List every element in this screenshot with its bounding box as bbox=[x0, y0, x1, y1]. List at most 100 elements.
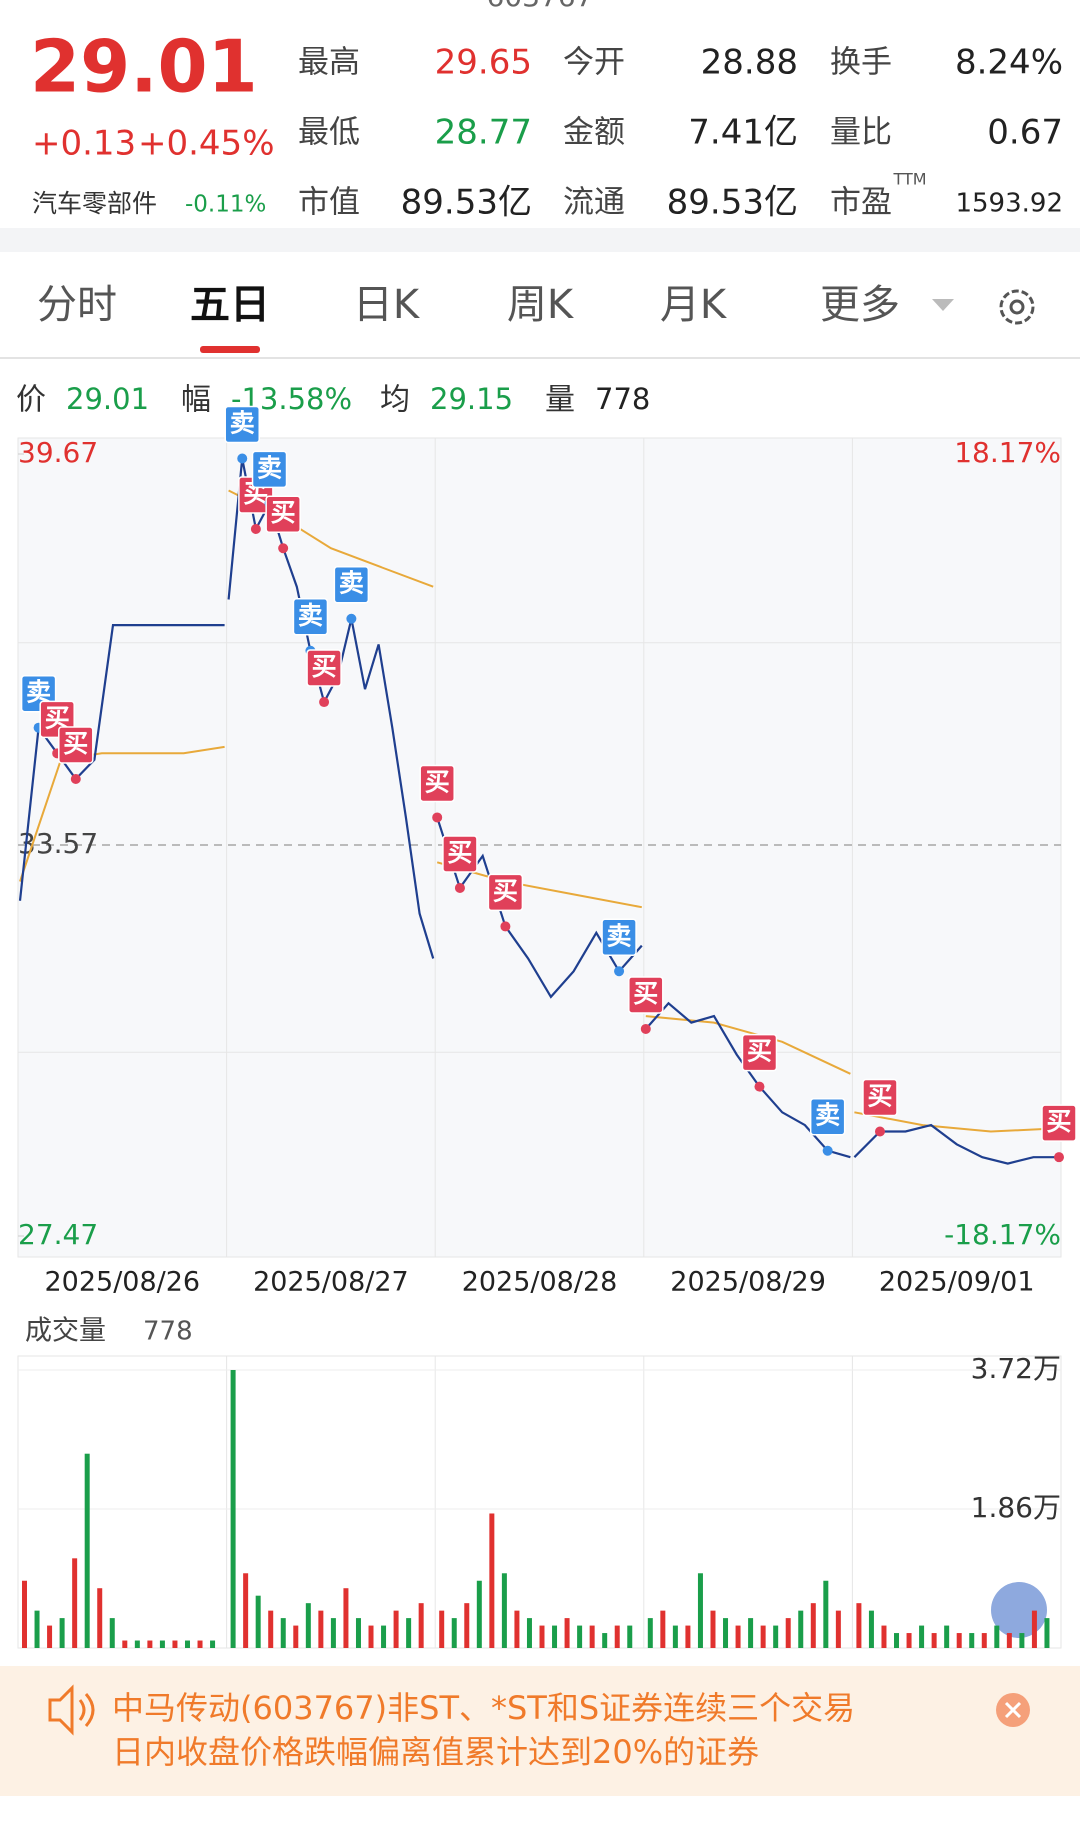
marker bbox=[809, 1097, 846, 1136]
marker bbox=[628, 976, 664, 1014]
volume-bar bbox=[539, 1625, 545, 1648]
chart-bg bbox=[17, 437, 1062, 1258]
marker-label: 卖 bbox=[257, 453, 282, 482]
volume-bar bbox=[969, 1633, 975, 1648]
volume-bar bbox=[255, 1595, 261, 1648]
current-price: 29.01 bbox=[30, 25, 258, 109]
stat-label: 市盈 bbox=[830, 185, 892, 221]
volume-bar bbox=[330, 1618, 336, 1648]
tab[interactable]: 五日 bbox=[190, 282, 270, 328]
volume-bar bbox=[368, 1625, 374, 1648]
marker-label: 买 bbox=[312, 652, 337, 681]
volume-bar bbox=[956, 1633, 962, 1648]
volume-bar bbox=[785, 1618, 791, 1648]
stat-value: 7.41亿 bbox=[688, 113, 798, 153]
marker-label: 买 bbox=[493, 876, 518, 905]
marker bbox=[251, 450, 288, 489]
volume-bar bbox=[406, 1618, 412, 1648]
volume-bar bbox=[501, 1573, 507, 1648]
sector: 汽车零部件 bbox=[32, 189, 157, 218]
info-label: 均 bbox=[380, 383, 410, 418]
volume-bar bbox=[464, 1603, 470, 1648]
stock-code: 603767 bbox=[487, 0, 594, 13]
tab[interactable]: 更多 bbox=[820, 282, 900, 328]
marker bbox=[333, 565, 370, 604]
banner-text: 日内收盘价格跌幅偏离值累计达到20%的证券 bbox=[112, 1733, 759, 1771]
marker-dot bbox=[754, 1081, 765, 1092]
marker bbox=[292, 598, 329, 636]
price-change: +0.13 bbox=[32, 124, 136, 164]
fullscreen-button[interactable] bbox=[991, 1582, 1047, 1638]
tab[interactable]: 日K bbox=[353, 282, 421, 328]
info-label: 幅 bbox=[181, 383, 211, 418]
volume-bar bbox=[381, 1625, 387, 1648]
tab[interactable]: 周K bbox=[507, 282, 575, 328]
marker-dot bbox=[1054, 1152, 1064, 1163]
marker bbox=[306, 649, 342, 687]
stat-label: 最低 bbox=[298, 115, 360, 151]
separator bbox=[0, 228, 1080, 252]
marker-dot bbox=[70, 773, 81, 784]
marker-dot bbox=[250, 523, 261, 534]
stat-value: 89.53亿 bbox=[667, 183, 798, 223]
volume-bar bbox=[773, 1625, 779, 1648]
volume-current: 778 bbox=[143, 1317, 193, 1347]
marker-label: 买 bbox=[63, 729, 88, 758]
marker-label: 卖 bbox=[815, 1101, 840, 1130]
marker bbox=[487, 873, 524, 912]
stat-label: 量比 bbox=[830, 115, 892, 151]
settings-icon[interactable] bbox=[999, 289, 1035, 325]
marker-label: 买 bbox=[425, 767, 450, 796]
volume-bar bbox=[147, 1640, 153, 1648]
volume-bar bbox=[835, 1610, 841, 1648]
marker bbox=[265, 495, 301, 533]
marker bbox=[58, 726, 94, 764]
volume-bar bbox=[159, 1640, 165, 1648]
marker bbox=[601, 918, 637, 957]
volume-bar bbox=[647, 1618, 653, 1648]
volume-bar bbox=[451, 1618, 457, 1648]
volume-bar bbox=[476, 1580, 482, 1648]
volume-bar bbox=[343, 1588, 349, 1648]
volume-bar bbox=[489, 1513, 495, 1648]
banner-bg bbox=[0, 1666, 1080, 1796]
volume-bar bbox=[798, 1610, 804, 1648]
stat-value: 28.88 bbox=[701, 43, 798, 83]
volume-bar bbox=[318, 1610, 324, 1648]
info-value: 29.01 bbox=[66, 382, 149, 416]
stat-label: 流通 bbox=[563, 185, 625, 221]
volume-bar bbox=[944, 1625, 950, 1648]
marker-dot bbox=[614, 966, 625, 977]
tab[interactable]: 分时 bbox=[37, 282, 117, 328]
marker-label: 买 bbox=[747, 1037, 772, 1066]
stat-value: 89.53亿 bbox=[401, 183, 532, 223]
tab[interactable]: 月K bbox=[660, 282, 728, 328]
marker-label: 买 bbox=[633, 979, 658, 1008]
volume-bar bbox=[723, 1618, 729, 1648]
y-tick-label: 27.47 bbox=[18, 1218, 98, 1251]
volume-bar bbox=[919, 1625, 925, 1648]
marker-dot bbox=[278, 543, 289, 554]
more-arrow bbox=[932, 299, 954, 311]
marker bbox=[862, 1078, 898, 1117]
info-value: 778 bbox=[595, 382, 650, 416]
tab-underline bbox=[200, 346, 260, 353]
stat-label: 金额 bbox=[563, 115, 625, 151]
info-label: 价 bbox=[16, 383, 46, 418]
volume-bar bbox=[685, 1625, 691, 1648]
volume-bar bbox=[230, 1370, 236, 1648]
volume-tick-label: 1.86万 bbox=[971, 1491, 1061, 1524]
volume-bar bbox=[355, 1618, 361, 1648]
volume-bar bbox=[1044, 1618, 1050, 1648]
stat-value: 8.24% bbox=[955, 43, 1063, 83]
volume-bar bbox=[197, 1640, 203, 1648]
volume-tick-label: 3.72万 bbox=[971, 1352, 1061, 1385]
volume-bar bbox=[268, 1610, 274, 1648]
volume-bar bbox=[122, 1640, 128, 1648]
marker bbox=[419, 764, 455, 803]
volume-bar bbox=[184, 1640, 190, 1648]
volume-bar bbox=[589, 1625, 595, 1648]
volume-bar bbox=[868, 1610, 874, 1648]
volume-bar bbox=[84, 1453, 90, 1648]
volume-bar bbox=[931, 1633, 937, 1648]
